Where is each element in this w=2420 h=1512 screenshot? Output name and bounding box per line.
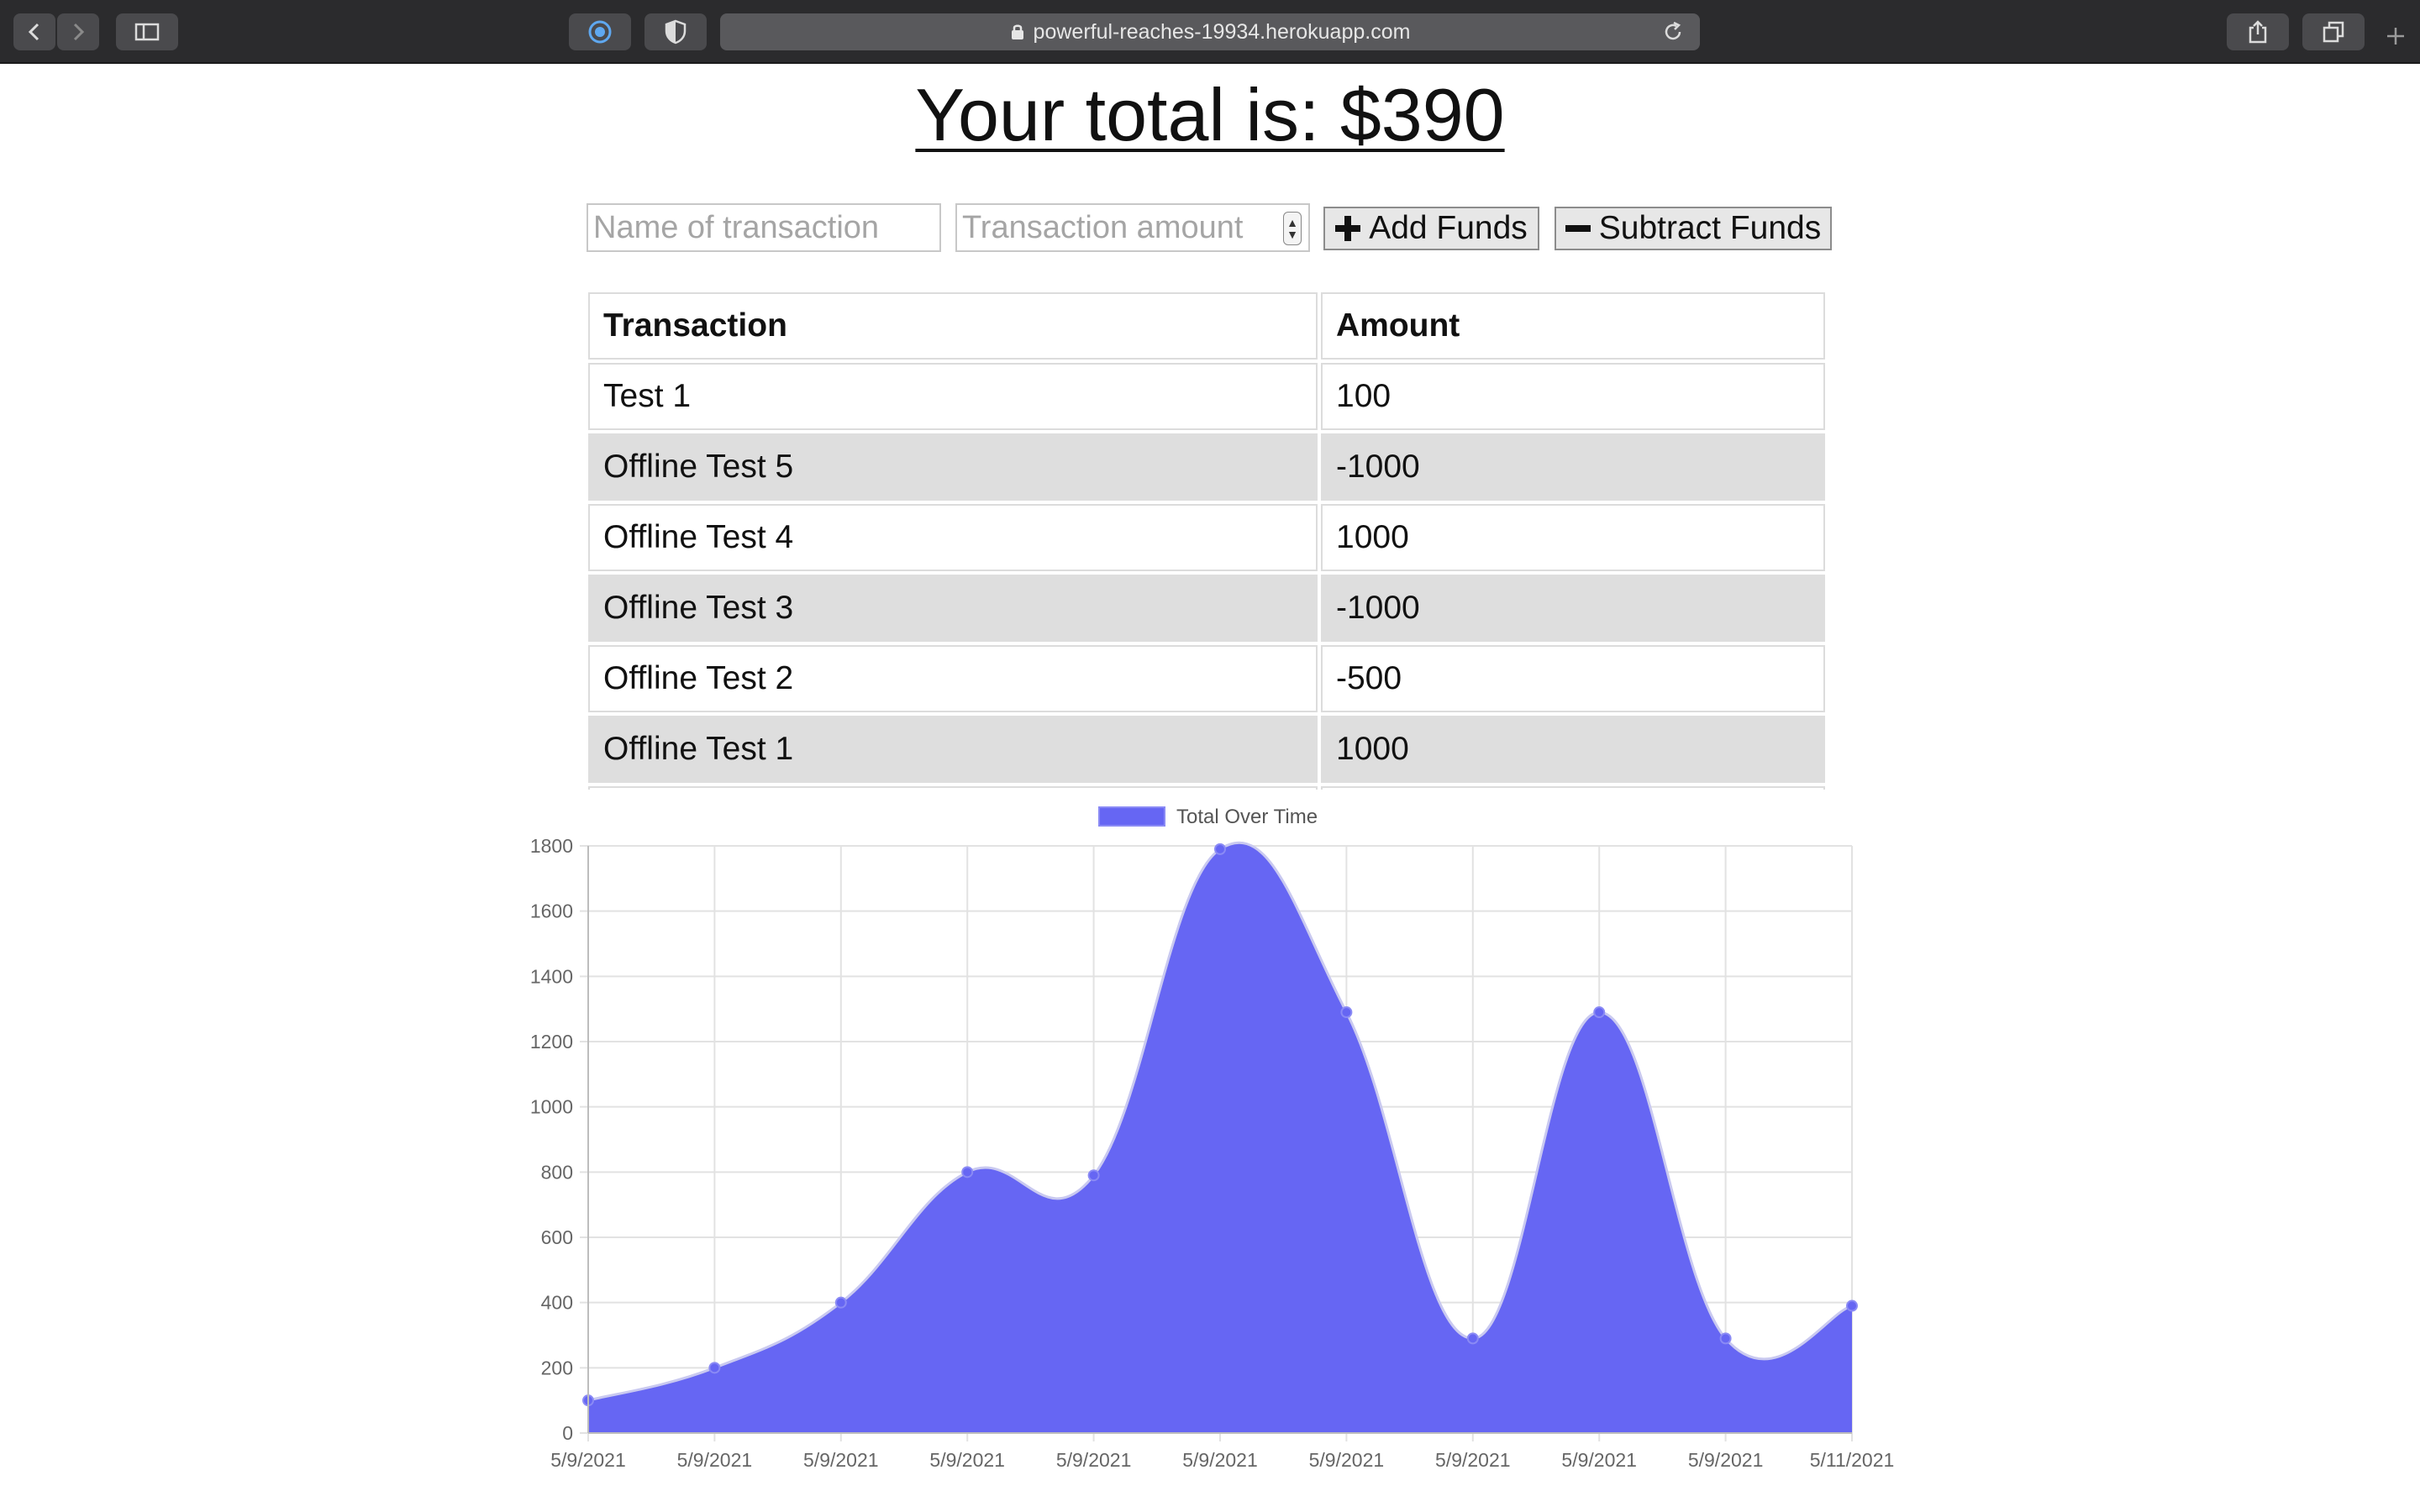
transaction-amount-cell: 1000 [1321, 504, 1825, 571]
back-button[interactable] [13, 13, 55, 50]
transaction-amount-cell: 100 [1321, 363, 1825, 430]
address-bar[interactable]: powerful-reaches-19934.herokuapp.com [720, 13, 1700, 50]
share-button[interactable] [2227, 13, 2289, 50]
transaction-amount-cell: 1000 [1321, 716, 1825, 783]
data-point [1593, 1006, 1606, 1019]
transaction-name-cell: Offline Test 1 [588, 716, 1318, 783]
y-tick-label: 800 [541, 1161, 573, 1183]
legend-swatch [1098, 806, 1165, 827]
y-tick-label: 400 [541, 1292, 573, 1314]
total-over-time-chart: 0 200 400 600 800 1000 1200 1400 1600 1800 5/9/202… [504, 798, 1933, 1487]
data-point [1087, 1169, 1100, 1182]
legend-label: Total Over Time [1176, 806, 1318, 828]
transaction-name-cell: Test 1 [588, 363, 1318, 430]
transaction-amount-input[interactable] [962, 209, 1273, 246]
y-tick-label: 1000 [530, 1096, 573, 1118]
chevron-left-icon [28, 23, 39, 41]
lock-icon [1011, 24, 1023, 39]
y-tick-label: 600 [541, 1226, 573, 1248]
tabs-icon [2323, 21, 2344, 43]
transaction-amount-field[interactable]: ▲ ▼ [955, 203, 1310, 252]
x-tick-label: 5/9/2021 [1435, 1449, 1511, 1471]
x-tick-label: 5/9/2021 [550, 1449, 626, 1471]
url-text: powerful-reaches-19934.herokuapp.com [1033, 19, 1411, 44]
y-tick-label: 0 [562, 1422, 573, 1444]
transaction-column-header: Transaction [588, 292, 1318, 360]
data-point [1719, 1332, 1732, 1345]
data-point [1466, 1332, 1479, 1345]
browser-toolbar: powerful-reaches-19934.herokuapp.com [0, 0, 2420, 64]
sidebar-icon [134, 23, 160, 41]
x-tick-label: 5/9/2021 [803, 1449, 879, 1471]
y-tick-label: 1200 [530, 1031, 573, 1053]
transaction-amount-cell: -1000 [1321, 575, 1825, 642]
table-row: Offline Test 2 -500 [588, 645, 1825, 712]
page-title: Your total is: $390 [915, 73, 1505, 156]
x-tick-label: 5/9/2021 [1182, 1449, 1258, 1471]
transaction-amount-cell: -500 [1321, 645, 1825, 712]
transaction-name-field[interactable] [587, 203, 941, 252]
table-row: Offline Test 3 -1000 [588, 575, 1825, 642]
transaction-name-cell: Offline Test 2 [588, 645, 1318, 712]
transaction-name-cell: Offline Test 3 [588, 575, 1318, 642]
password-manager-button[interactable] [569, 13, 631, 50]
data-point [1214, 843, 1226, 855]
transactions-table: Transaction Amount Test 1 100 Offline Te… [588, 289, 1832, 790]
chart-svg: 0 200 400 600 800 1000 1200 1400 1600 1800 5/9/202… [530, 806, 1895, 1471]
transaction-amount-cell: -1000 [1321, 433, 1825, 501]
chevron-right-icon [73, 23, 85, 41]
transaction-name-cell [588, 786, 1318, 790]
tabs-overview-button[interactable] [2302, 13, 2365, 50]
data-point [834, 1296, 847, 1309]
y-tick-label: 200 [541, 1357, 573, 1378]
table-row: Offline Test 5 -1000 [588, 433, 1825, 501]
data-point [708, 1362, 721, 1374]
table-row: Offline Test 1 1000 [588, 716, 1825, 783]
x-tick-label: 5/9/2021 [1688, 1449, 1764, 1471]
transaction-name-cell: Offline Test 5 [588, 433, 1318, 501]
area-fill [588, 843, 1852, 1433]
reload-icon[interactable] [1661, 20, 1685, 44]
stepper-up-icon[interactable]: ▲ [1286, 216, 1298, 229]
transaction-name-cell: Offline Test 4 [588, 504, 1318, 571]
subtract-funds-button[interactable]: Subtract Funds [1555, 207, 1832, 250]
shield-icon [665, 19, 687, 45]
area-line [587, 841, 1853, 1402]
new-tab-button[interactable] [2383, 24, 2417, 57]
add-funds-label: Add Funds [1369, 210, 1528, 246]
share-icon [2249, 20, 2267, 44]
x-tick-label: 5/9/2021 [929, 1449, 1005, 1471]
amount-column-header: Amount [1321, 292, 1825, 360]
y-tick-label: 1600 [530, 900, 573, 922]
stepper-down-icon[interactable]: ▼ [1286, 228, 1298, 241]
x-tick-label: 5/9/2021 [1056, 1449, 1132, 1471]
transaction-amount-cell [1321, 786, 1825, 790]
privacy-shield-button[interactable] [644, 13, 707, 50]
transaction-name-input[interactable] [593, 209, 934, 246]
table-row: Test 1 100 [588, 363, 1825, 430]
data-point [1340, 1006, 1353, 1019]
plus-icon [1335, 216, 1361, 241]
minus-icon [1565, 225, 1591, 232]
table-header-row: Transaction Amount [588, 292, 1825, 360]
y-tick-label: 1400 [530, 965, 573, 987]
subtract-funds-label: Subtract Funds [1598, 210, 1822, 246]
data-point [961, 1166, 974, 1179]
plus-icon [2387, 28, 2404, 45]
forward-button[interactable] [57, 13, 99, 50]
y-tick-label: 1800 [530, 835, 573, 857]
table-row: Offline Test 4 1000 [588, 504, 1825, 571]
x-tick-label: 5/9/2021 [1561, 1449, 1637, 1471]
sidebar-toggle-button[interactable] [116, 13, 178, 50]
add-funds-button[interactable]: Add Funds [1323, 207, 1539, 250]
x-tick-label: 5/9/2021 [677, 1449, 753, 1471]
x-tick-label: 5/9/2021 [1309, 1449, 1385, 1471]
table-row [588, 786, 1825, 790]
x-tick-label: 5/11/2021 [1810, 1449, 1895, 1471]
data-point [1846, 1299, 1858, 1312]
password-manager-icon [588, 20, 612, 44]
amount-stepper[interactable]: ▲ ▼ [1283, 212, 1302, 245]
